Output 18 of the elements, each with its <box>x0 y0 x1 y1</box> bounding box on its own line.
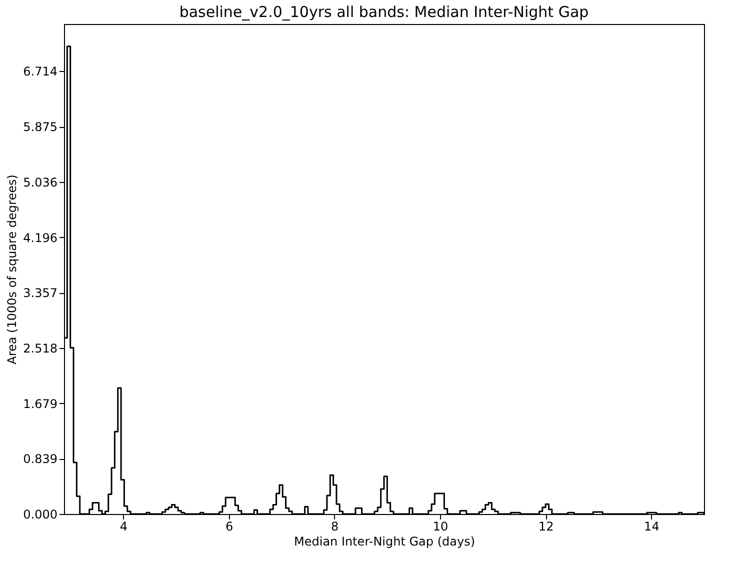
y-axis-title: Area (1000s of square degrees) <box>5 174 20 364</box>
x-tick-label: 12 <box>538 520 554 534</box>
x-tick-label: 14 <box>644 520 660 534</box>
y-tick-label: 2.518 <box>23 341 58 356</box>
y-tick-label: 3.357 <box>23 286 58 300</box>
y-tick-label: 1.679 <box>23 396 58 411</box>
y-tick-label: 5.036 <box>23 175 58 190</box>
x-tick-label: 8 <box>331 520 339 534</box>
x-tick-label: 4 <box>120 520 128 534</box>
x-tick-label: 10 <box>432 520 448 534</box>
y-tick-label: 0.000 <box>23 508 58 522</box>
x-axis-title: Median Inter-Night Gap (days) <box>294 534 476 548</box>
y-tick-label: 6.714 <box>23 64 58 79</box>
chart-title: baseline_v2.0_10yrs all bands: Median Inter-Night Gap <box>179 3 589 21</box>
y-tick-label: 0.839 <box>23 452 58 466</box>
x-tick-label: 6 <box>225 520 234 534</box>
y-tick-label: 5.875 <box>23 120 58 134</box>
y-tick-label: 4.196 <box>23 230 58 245</box>
